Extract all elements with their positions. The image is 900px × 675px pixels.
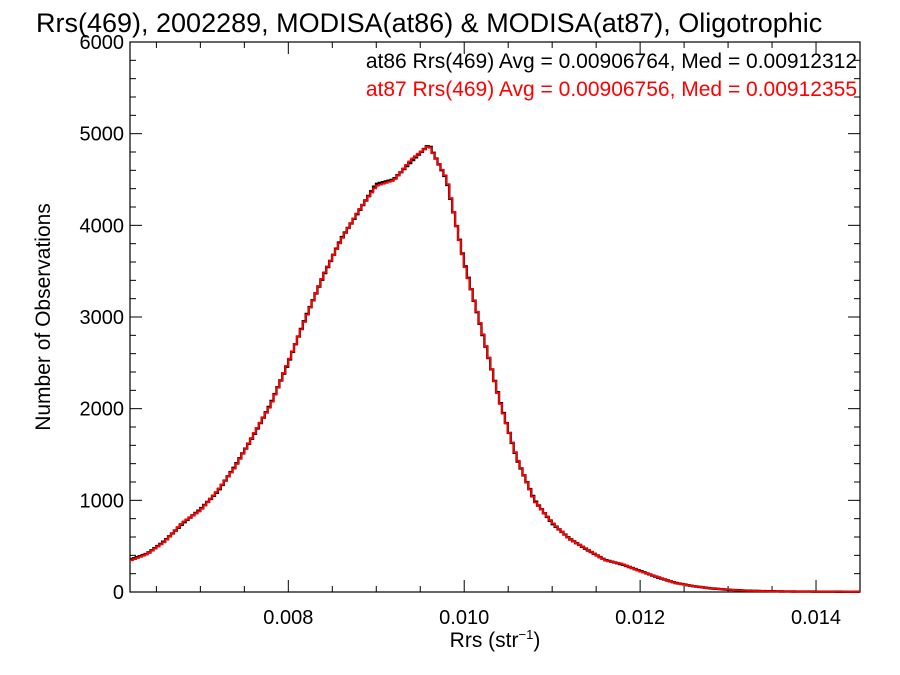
series-layer [130,145,860,594]
y-tick-label: 3000 [80,307,125,329]
y-tick-labels: 0 1000 2000 3000 4000 5000 6000 [80,32,125,604]
chart-title: Rrs(469), 2002289, MODISA(at86) & MODISA… [36,8,822,38]
y-tick-label: 5000 [80,124,125,146]
series-at86-line [130,145,860,594]
y-tick-label: 0 [113,582,124,604]
x-axis-label: Rrs (str−1) [450,627,541,652]
x-tick-label: 0.010 [439,607,489,629]
x-tick-labels: 0.008 0.010 0.012 0.014 [263,607,841,629]
x-tick-label: 0.012 [615,607,665,629]
series-at87-line [130,146,860,593]
y-tick-label: 4000 [80,215,125,237]
axis-ticks [130,41,861,593]
legend-entry-at87: at87 Rrs(469) Avg = 0.00906756, Med = 0.… [366,78,857,101]
x-tick-label: 0.014 [791,607,841,629]
legend-entry-at86: at86 Rrs(469) Avg = 0.00906764, Med = 0.… [366,50,857,73]
y-axis-label: Number of Observations [32,203,55,431]
y-tick-label: 2000 [80,399,125,421]
plot-area [129,41,861,594]
plot-frame [129,41,861,593]
x-tick-label: 0.008 [263,607,313,629]
y-tick-label: 1000 [80,490,125,512]
y-tick-label: 6000 [80,32,125,54]
